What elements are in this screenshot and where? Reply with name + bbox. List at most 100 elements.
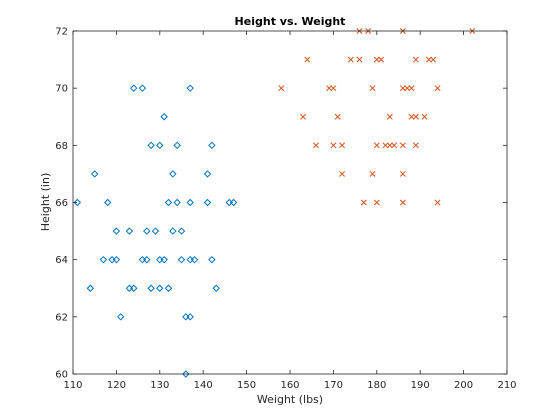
data-point-diamond [112,227,121,235]
y-tick-label: 62 [55,312,68,323]
data-point-x [408,113,415,120]
data-point-diamond [212,284,220,292]
data-point-x [399,142,406,149]
data-point-diamond [138,84,147,92]
y-tick-label: 64 [55,255,68,266]
data-point-diamond [164,198,173,207]
data-point-x [330,142,337,149]
x-tick-label: 190 [411,380,430,391]
data-point-diamond [125,227,134,235]
x-axis-label: Weight (lbs) [257,393,323,406]
data-point-x [378,56,385,63]
data-point-x [430,56,437,63]
data-point-x [412,113,419,120]
data-point-diamond [169,170,177,178]
data-point-diamond [173,141,181,150]
data-point-diamond [90,170,99,178]
data-point-diamond [156,255,164,264]
x-tick-label: 110 [63,380,82,391]
data-point-x [278,85,285,92]
data-point-x [347,56,354,63]
x-tick-label: 120 [107,380,126,391]
y-tick-label: 72 [55,27,68,38]
data-point-x [412,142,419,149]
data-point-diamond [182,313,190,321]
data-point-x [334,113,341,120]
data-point-diamond [147,284,155,292]
series-2 [278,28,476,206]
data-point-diamond [203,170,212,178]
data-point-diamond [86,284,95,292]
data-point-diamond [208,255,216,264]
data-point-x [339,142,346,149]
data-point-x [421,113,428,120]
chart-title: Height vs. Weight [235,15,346,28]
data-point-diamond [108,255,116,264]
x-tick-label: 200 [454,380,473,391]
data-point-x [408,85,415,92]
series-1 [73,84,238,378]
data-point-x [386,142,393,149]
data-point-diamond [125,284,134,292]
data-point-diamond [117,313,125,321]
y-axis-label: Height (in) [39,173,52,231]
data-point-diamond [225,198,233,207]
data-point-x [360,199,367,206]
data-point-diamond [186,84,194,92]
data-point-diamond [182,370,190,378]
y-tick-label: 60 [55,370,68,381]
x-tick-label: 160 [280,380,299,391]
data-point-diamond [186,313,194,321]
data-point-diamond [112,255,121,264]
x-tick-label: 140 [194,380,213,391]
data-point-diamond [177,227,186,235]
data-point-diamond [203,198,212,207]
data-point-diamond [147,141,155,150]
data-point-diamond [156,141,164,150]
data-point-x [356,56,363,63]
data-point-x [300,113,306,120]
data-point-diamond [151,227,160,235]
data-point-x [382,142,389,149]
data-point-diamond [229,198,238,207]
data-point-diamond [173,198,181,207]
y-tick-label: 70 [55,84,68,95]
data-point-diamond [143,227,151,235]
axes-box [72,30,508,375]
data-point-diamond [164,284,173,292]
data-point-diamond [104,198,112,207]
data-point-diamond [186,198,194,207]
x-tick-label: 130 [150,380,169,391]
data-point-diamond [160,113,168,121]
data-point-diamond [73,198,82,207]
data-point-diamond [208,141,216,150]
x-tick-label: 170 [324,380,343,391]
data-point-x [391,142,398,149]
data-point-x [326,85,333,92]
data-point-diamond [169,227,177,235]
data-point-x [373,56,380,63]
data-point-x [373,199,380,206]
y-tick-label: 68 [55,141,68,152]
data-point-diamond [156,284,164,292]
axes: 110 120 130 140 150 160 170 180 190 200 210 60 62 64 6… [55,27,516,392]
data-point-x [339,170,346,177]
data-point-diamond [138,255,147,264]
data-point-diamond [160,255,168,264]
data-point-x [399,170,406,177]
data-point-x [369,85,376,92]
data-point-x [434,199,441,206]
plot-area [73,28,476,378]
data-point-x [373,142,380,149]
data-point-x [313,142,319,149]
x-tick-label: 180 [367,380,386,391]
data-point-x [425,56,432,63]
data-point-x [404,85,411,92]
data-point-x [330,85,337,92]
data-point-diamond [130,84,138,92]
data-point-x [434,85,441,92]
data-point-x [386,113,393,120]
data-point-diamond [130,284,138,292]
data-point-diamond [99,255,108,264]
